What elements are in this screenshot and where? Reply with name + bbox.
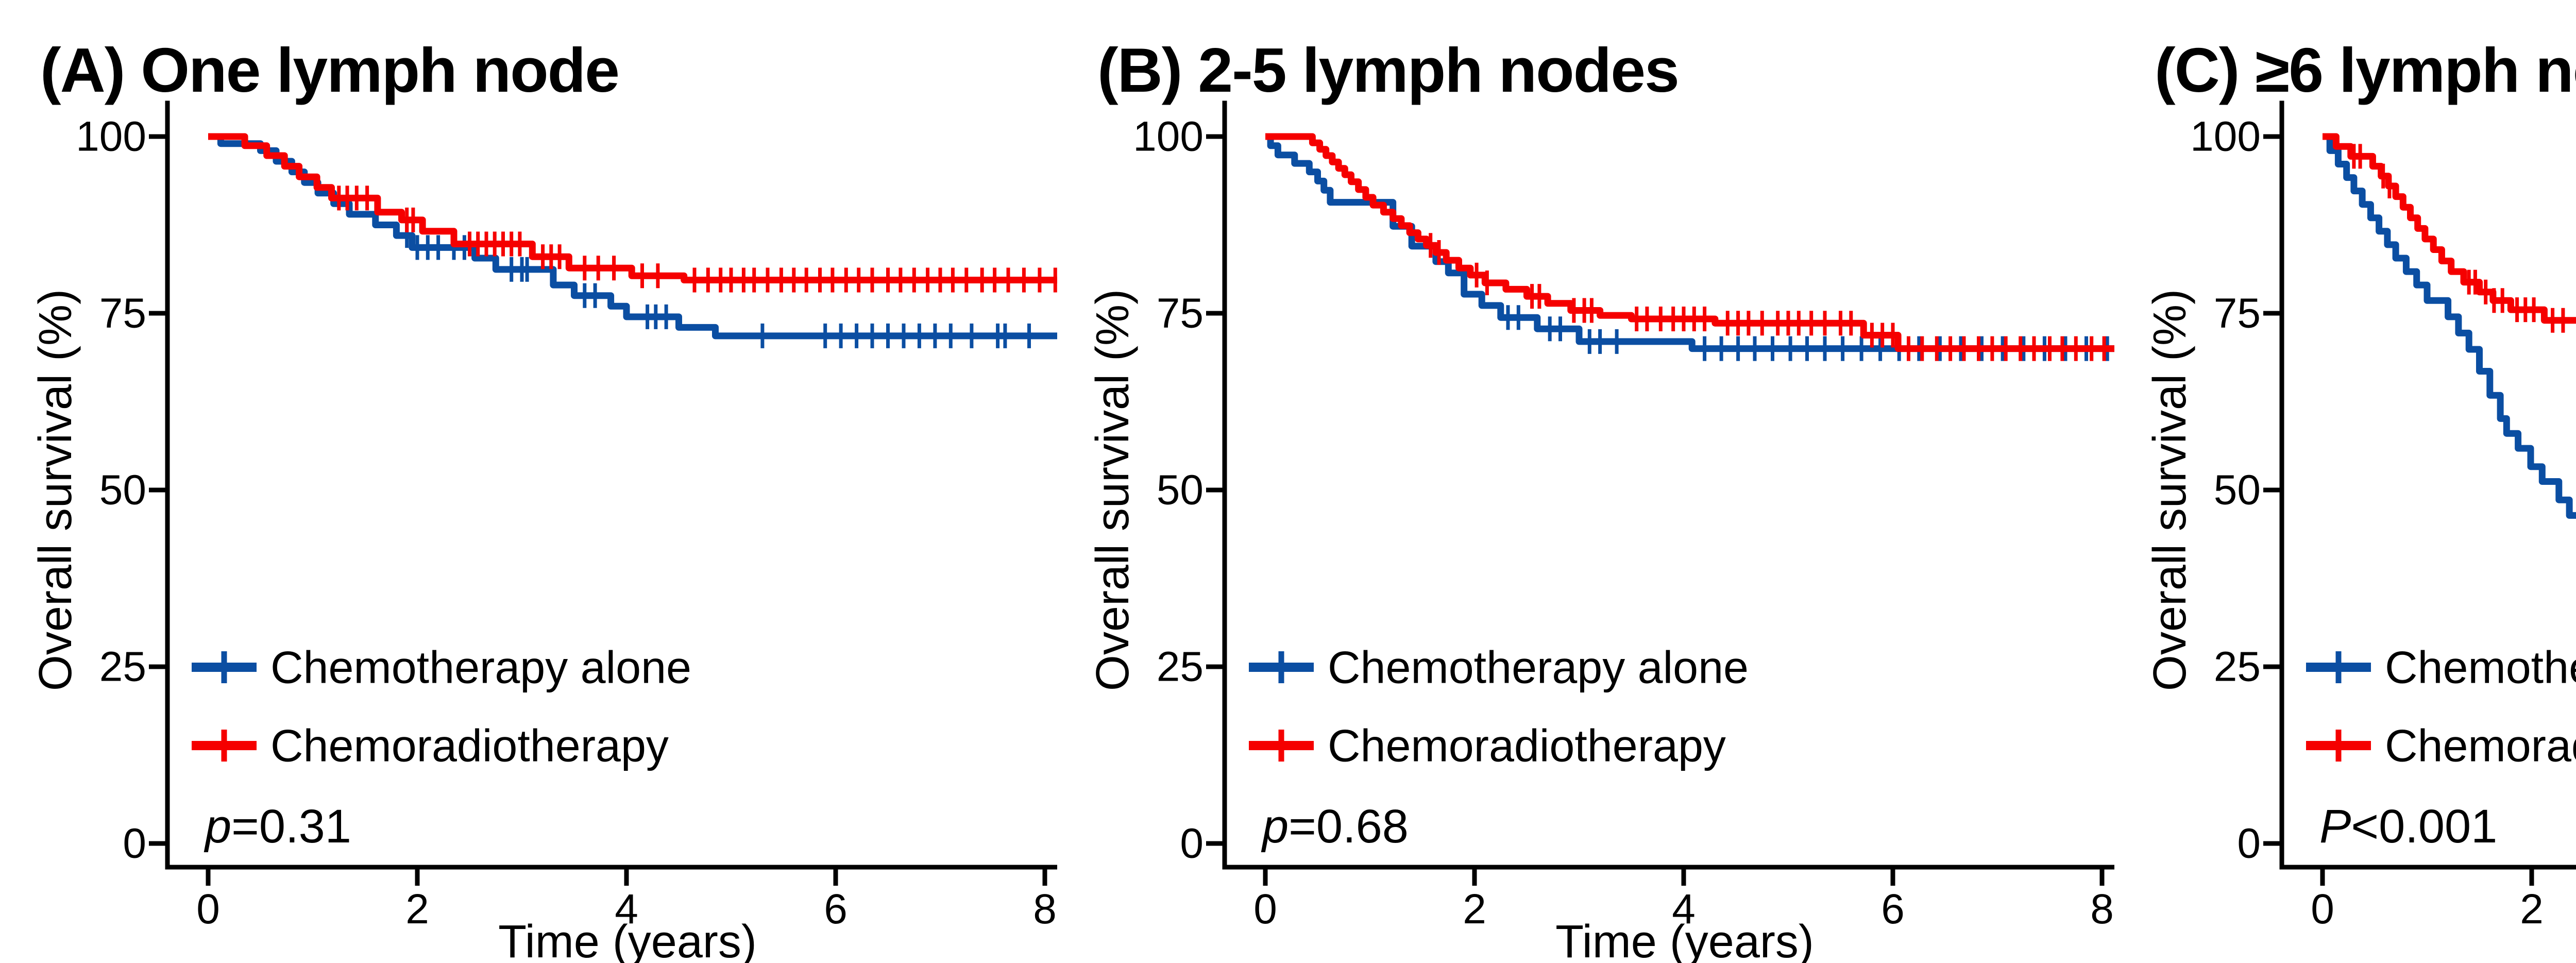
legend-label-chemotherapy: Chemotherapy alone xyxy=(270,642,691,693)
km-curve-chemotherapy-alone xyxy=(1265,133,2114,352)
x-axis: 0 2 4 6 8 xyxy=(1222,865,2114,933)
x-tick-label: 6 xyxy=(824,886,848,933)
p-value-number: <0.001 xyxy=(2351,800,2497,853)
y-tick-label: 75 xyxy=(99,290,146,337)
x-axis: 0 2 4 6 8 xyxy=(165,865,1057,933)
x-tick-label: 2 xyxy=(1463,886,1486,933)
censor-ticks-chemoradiotherapy xyxy=(2352,144,2565,333)
km-curve-chemoradiotherapy xyxy=(208,133,1057,283)
x-tick-label: 8 xyxy=(2090,886,2114,933)
p-value: p=0.68 xyxy=(1261,800,1409,853)
x-axis-ticks: 0 2 4 6 8 xyxy=(1253,867,2114,933)
km-plot-a: (A) One lymph node 100 75 50 25 0 0 2 4 6 8 Over… xyxy=(30,35,1057,963)
p-value-symbol: p xyxy=(204,800,231,853)
km-curve-chemoradiotherapy xyxy=(2323,133,2576,324)
p-value-symbol: p xyxy=(1261,800,1289,853)
censor-ticks-chemotherapy-alone xyxy=(405,223,1031,348)
x-tick-label: 8 xyxy=(1033,886,1057,933)
legend: Chemotherapy alone Chemoradiotherapy xyxy=(1249,642,1749,771)
y-axis-title: Overall survival (%) xyxy=(1087,289,1139,691)
y-axis: 100 75 50 25 0 xyxy=(76,100,170,870)
p-value-symbol: P xyxy=(2319,800,2351,853)
p-value-number: =0.31 xyxy=(231,800,351,853)
y-tick-label: 50 xyxy=(99,467,146,514)
p-value: P<0.001 xyxy=(2319,800,2497,853)
x-tick-label: 2 xyxy=(2520,886,2544,933)
x-tick-label: 4 xyxy=(615,886,638,933)
legend-label-chemoradiotherapy: Chemoradiotherapy xyxy=(270,720,669,771)
y-tick-label: 75 xyxy=(2214,290,2261,337)
km-curve-chemotherapy-alone xyxy=(2323,133,2576,519)
legend-label-chemoradiotherapy: Chemoradiotherapy xyxy=(1328,720,1726,771)
censor-ticks-chemoradiotherapy xyxy=(1429,233,2106,361)
panel-title: (A) One lymph node xyxy=(40,35,619,105)
x-tick-label: 0 xyxy=(2311,886,2334,933)
legend-label-chemoradiotherapy: Chemoradiotherapy xyxy=(2385,720,2576,771)
x-axis-title: Time (years) xyxy=(1555,916,1814,963)
p-value-number: =0.68 xyxy=(1289,800,1409,853)
panel-title: (C) ≥6 lymph nodes xyxy=(2155,35,2576,105)
y-tick-label: 0 xyxy=(123,820,146,867)
y-axis-title: Overall survival (%) xyxy=(2144,289,2196,691)
y-axis: 100 75 50 25 0 xyxy=(1133,100,1227,870)
legend: Chemotherapy alone Chemoradiotherapy xyxy=(2306,642,2576,771)
y-tick-label: 25 xyxy=(2214,644,2261,690)
y-tick-label: 0 xyxy=(1180,820,1204,867)
y-axis: 100 75 50 25 0 xyxy=(2190,100,2284,870)
y-tick-label: 100 xyxy=(2190,113,2261,160)
x-axis-title: Time (years) xyxy=(498,916,757,963)
y-tick-label: 50 xyxy=(2214,467,2261,514)
x-tick-label: 0 xyxy=(1253,886,1277,933)
km-curve-chemoradiotherapy xyxy=(1265,133,2114,352)
panel-2-5-lymph-nodes: (B) 2-5 lymph nodes 100 75 50 25 0 0 2 4 6 8 Ove… xyxy=(1057,0,2114,963)
y-tick-label: 25 xyxy=(1157,644,1204,690)
km-plot-b: (B) 2-5 lymph nodes 100 75 50 25 0 0 2 4 6 8 Ove… xyxy=(1087,35,2114,963)
panel-one-lymph-node: (A) One lymph node 100 75 50 25 0 0 2 4 6 8 Over… xyxy=(0,0,1057,963)
x-tick-label: 4 xyxy=(1672,886,1696,933)
y-axis-title: Overall survival (%) xyxy=(30,289,81,691)
km-curve-chemotherapy-alone xyxy=(208,133,1057,340)
x-tick-label: 0 xyxy=(196,886,220,933)
censor-ticks-chemoradiotherapy xyxy=(337,185,1057,293)
panel-title: (B) 2-5 lymph nodes xyxy=(1097,35,1679,105)
legend-label-chemotherapy: Chemotherapy alone xyxy=(1328,642,1749,693)
legend: Chemotherapy alone Chemoradiotherapy xyxy=(192,642,691,771)
y-axis-ticks: 100 75 50 25 0 xyxy=(2190,113,2282,867)
x-axis-ticks: 0 2 4 6 8 xyxy=(196,867,1057,933)
y-tick-label: 100 xyxy=(76,113,146,160)
x-tick-label: 2 xyxy=(405,886,429,933)
x-tick-label: 6 xyxy=(1881,886,1905,933)
y-tick-label: 100 xyxy=(1133,113,1204,160)
legend-label-chemotherapy: Chemotherapy alone xyxy=(2385,642,2576,693)
p-value: p=0.31 xyxy=(204,800,351,853)
y-tick-label: 25 xyxy=(99,644,146,690)
y-tick-label: 50 xyxy=(1157,467,1204,514)
y-axis-ticks: 100 75 50 25 0 xyxy=(76,113,167,867)
y-tick-label: 0 xyxy=(2237,820,2261,867)
y-tick-label: 75 xyxy=(1157,290,1204,337)
y-axis-ticks: 100 75 50 25 0 xyxy=(1133,113,1225,867)
